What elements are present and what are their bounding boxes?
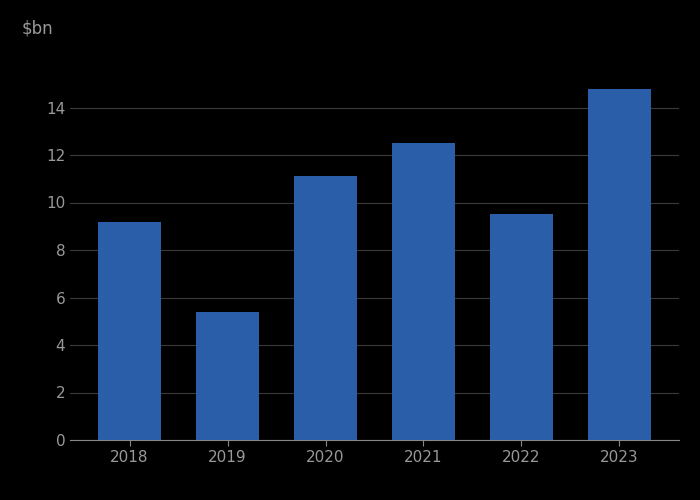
Bar <box>294 176 358 440</box>
Text: $bn: $bn <box>21 19 53 37</box>
Bar <box>98 222 162 440</box>
Bar <box>196 312 260 440</box>
Bar <box>489 214 553 440</box>
Bar <box>587 88 651 440</box>
Bar <box>391 143 455 440</box>
